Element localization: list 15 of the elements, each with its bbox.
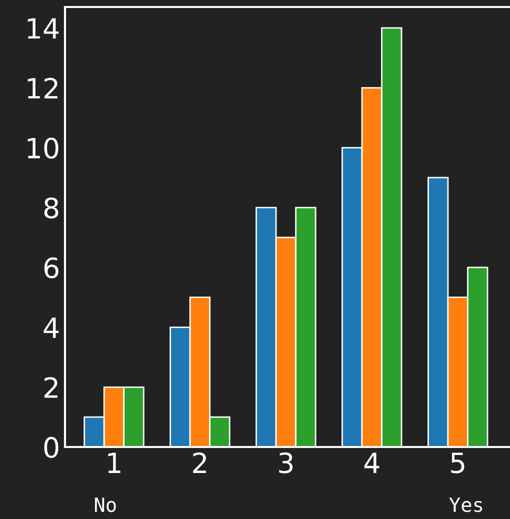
y-tick-label: 4	[44, 318, 59, 338]
x-tick-label: 4	[364, 452, 380, 473]
y-tick-label: 2	[44, 377, 58, 398]
x-tick-label: 3	[279, 452, 293, 474]
x-tick-label: 2	[193, 452, 206, 473]
y-tick-label: 8	[44, 197, 58, 218]
y-tick-label: 14	[28, 18, 59, 39]
x-tick-label: 1	[108, 452, 120, 473]
x-tick-label: 5	[451, 452, 464, 474]
y-tick-label: 12	[28, 78, 58, 98]
text: Yes	[449, 498, 482, 512]
y-tick-label: 6	[44, 257, 58, 278]
text: No	[95, 498, 116, 512]
y-tick-label: 10	[28, 138, 58, 159]
y-tick-label: 0	[44, 436, 58, 458]
